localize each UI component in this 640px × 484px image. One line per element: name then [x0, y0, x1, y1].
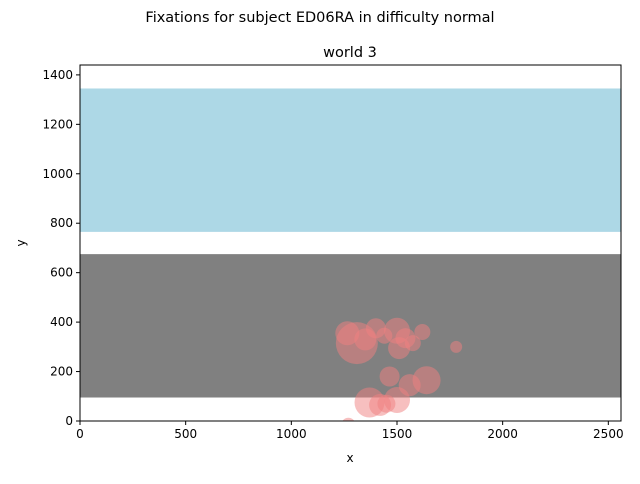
- y-tick-label: 1000: [42, 167, 73, 181]
- y-tick-label: 800: [50, 216, 73, 230]
- y-axis-label: y: [14, 239, 28, 246]
- fixation-point: [377, 394, 396, 413]
- x-axis-ticks: 0 500 1000 1500 2000 2500: [76, 421, 624, 441]
- x-tick-label: 1500: [382, 427, 413, 441]
- x-tick-label: 500: [174, 427, 197, 441]
- y-tick-label: 400: [50, 315, 73, 329]
- y-tick-label: 200: [50, 365, 73, 379]
- fixation-point: [388, 337, 411, 360]
- y-tick-label: 1400: [42, 68, 73, 82]
- axes-frame: [79, 64, 622, 422]
- y-tick-label: 0: [65, 414, 73, 428]
- axes-title: world 3: [323, 45, 377, 61]
- fixation-point: [404, 335, 421, 352]
- fixation-point: [414, 324, 431, 340]
- region-band-0: [80, 88, 621, 232]
- x-tick-label: 2000: [487, 427, 518, 441]
- fixation-point: [342, 417, 355, 421]
- fixation-point: [450, 340, 463, 353]
- y-tick-label: 1200: [42, 117, 73, 131]
- x-tick-label: 2500: [593, 427, 624, 441]
- y-axis-ticks: 0 200 400 600 800 1000 1200 1400: [42, 68, 80, 428]
- y-tick-label: 600: [50, 266, 73, 280]
- figure-suptitle: Fixations for subject ED06RA in difficul…: [145, 10, 494, 26]
- fixation-point: [335, 321, 360, 346]
- fixation-point: [379, 366, 400, 387]
- fixation-points: [335, 317, 463, 421]
- fixation-point: [412, 366, 441, 395]
- x-axis-label: x: [346, 451, 353, 465]
- x-tick-label: 0: [76, 427, 84, 441]
- x-tick-label: 1000: [276, 427, 307, 441]
